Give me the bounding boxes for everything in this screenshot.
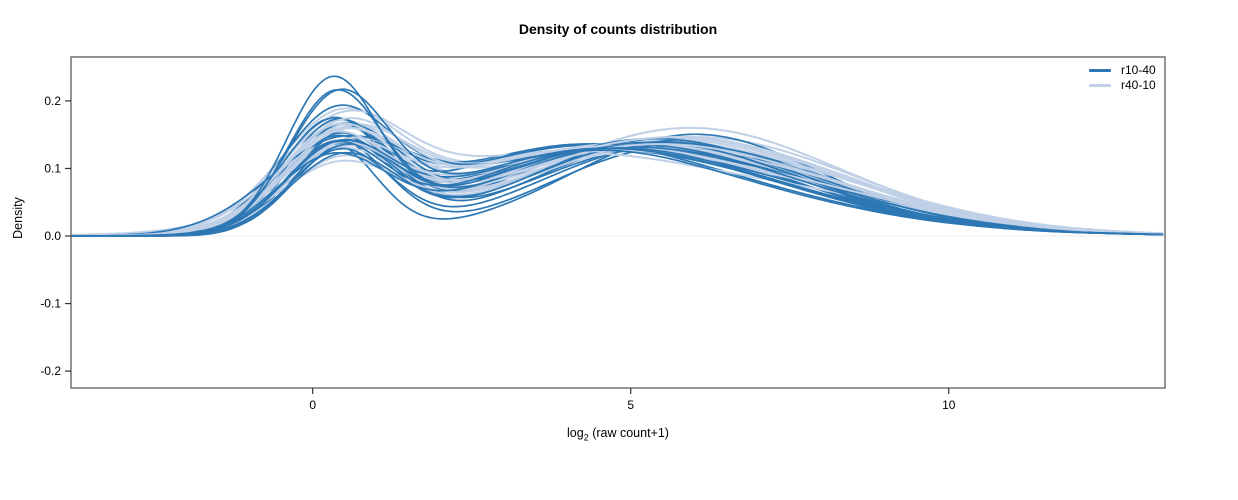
y-axis-tick-label: 0.0: [44, 229, 61, 243]
chart-title: Density of counts distribution: [518, 21, 718, 37]
y-axis-tick-label: -0.1: [40, 297, 61, 311]
legend-label-r10-40: r10-40: [1121, 63, 1156, 77]
legend-item-r10-40: r10-40: [1089, 63, 1156, 78]
density-curve-r10-40: [71, 75, 1164, 237]
y-axis-title: Density: [11, 197, 25, 239]
density-curve-r10-40: [71, 144, 1164, 237]
x-axis-tick-label: 10: [942, 398, 956, 412]
x-axis-tick-label: 0: [309, 398, 316, 412]
legend-label-r40-10: r40-10: [1121, 78, 1156, 92]
legend-line-swatch-r10-40: [1089, 69, 1111, 72]
x-axis-title-suffix: (raw count+1): [588, 426, 669, 440]
y-axis-tick-label: 0.1: [44, 161, 61, 175]
y-axis-tick-label: -0.2: [40, 364, 61, 378]
y-axis-tick-label: 0.2: [44, 94, 61, 108]
x-axis-title: log2 (raw count+1): [71, 426, 1165, 443]
plot-border: [70, 56, 1166, 389]
legend: r10-40 r40-10: [1089, 63, 1156, 93]
legend-line-swatch-r40-10: [1089, 84, 1111, 87]
density-curves-group: [71, 75, 1164, 237]
x-axis-title-subscript: 2: [583, 432, 589, 443]
legend-item-r40-10: r40-10: [1089, 78, 1156, 93]
x-axis-tick-label: 5: [627, 398, 634, 412]
x-axis-title-prefix: log: [567, 426, 584, 440]
